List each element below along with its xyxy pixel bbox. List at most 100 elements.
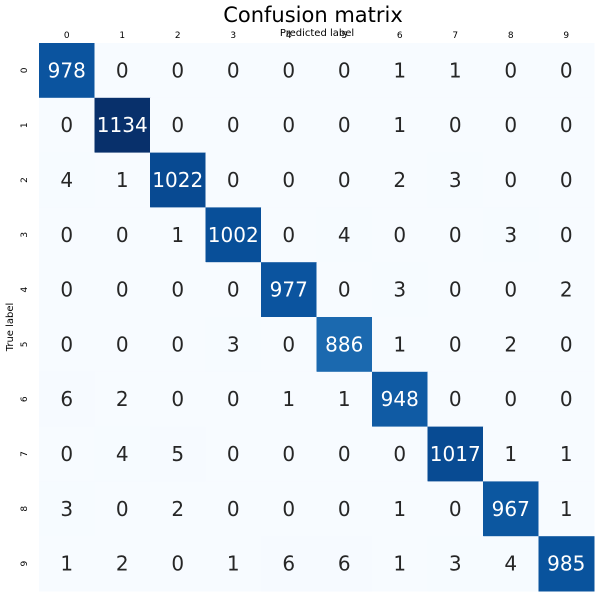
- cell-value-label: 1: [393, 332, 406, 356]
- cell-value-label: 0: [504, 387, 517, 411]
- cell-value-label: 948: [381, 387, 419, 411]
- heatmap-cell: [261, 317, 317, 373]
- heatmap-cell: [483, 97, 539, 154]
- heatmap-cell: [261, 481, 317, 537]
- y-tick-label: 9: [20, 560, 30, 566]
- cell-value-label: 1002: [208, 223, 259, 247]
- cell-value-label: 978: [48, 58, 86, 82]
- cell-value-label: 0: [449, 223, 462, 247]
- heatmap-cell: [150, 317, 206, 373]
- heatmap-cell: [372, 481, 428, 537]
- heatmap-cell: [150, 207, 206, 263]
- heatmap-cell: [205, 317, 262, 373]
- cell-value-label: 0: [338, 168, 351, 192]
- cell-value-label: 1: [60, 552, 73, 576]
- cell-value-label: 1: [560, 442, 573, 466]
- heatmap-cell: [94, 317, 151, 373]
- heatmap-cell: [483, 371, 539, 428]
- cell-value-label: 0: [449, 497, 462, 521]
- heatmap-cell: [427, 207, 484, 263]
- cell-value-label: 1: [171, 223, 184, 247]
- heatmap-cell: [538, 152, 595, 208]
- heatmap-cell: [205, 481, 262, 537]
- heatmap-cell-labels: 978 0 0 0 0 0 1 1 0 00 1134 0 0 0 0 1 0 0 04 1 1022 0 0 0 2 3 0 00 0…: [48, 58, 586, 575]
- heatmap-cell: [538, 536, 595, 592]
- heatmap-cell: [316, 262, 373, 318]
- x-tick-label: 5: [341, 31, 347, 41]
- heatmap-cell: [39, 97, 95, 154]
- cell-value-label: 2: [116, 552, 129, 576]
- cell-value-label: 0: [504, 58, 517, 82]
- heatmap-cell: [427, 536, 484, 592]
- heatmap-cell: [538, 426, 595, 482]
- cell-value-label: 2: [171, 497, 184, 521]
- y-axis-label: True label: [5, 303, 16, 353]
- cell-value-label: 2: [504, 332, 517, 356]
- heatmap-cell: [316, 152, 373, 208]
- heatmap-cell: [261, 536, 317, 592]
- heatmap-cell: [483, 317, 539, 373]
- heatmap-cell: [316, 426, 373, 482]
- cell-value-label: 3: [60, 497, 73, 521]
- heatmap-cell: [316, 207, 373, 263]
- y-tick-label: 8: [20, 506, 30, 512]
- cell-value-label: 0: [338, 278, 351, 302]
- cell-value-label: 1: [393, 552, 406, 576]
- cell-value-label: 0: [338, 58, 351, 82]
- cell-value-label: 3: [449, 168, 462, 192]
- x-tick-label: 1: [119, 31, 125, 41]
- cell-value-label: 0: [282, 332, 295, 356]
- heatmap-cell: [261, 426, 317, 482]
- heatmap-cell: [150, 97, 206, 154]
- cell-value-label: 0: [560, 58, 573, 82]
- cell-value-label: 1: [393, 58, 406, 82]
- heatmap-cell: [94, 97, 151, 154]
- heatmap-cell: [150, 481, 206, 537]
- cell-value-label: 0: [171, 58, 184, 82]
- heatmap-cell: [483, 426, 539, 482]
- cell-value-label: 0: [171, 278, 184, 302]
- cell-value-label: 0: [227, 278, 240, 302]
- heatmap-cell: [372, 207, 428, 263]
- heatmap-cell: [538, 97, 595, 154]
- heatmap-cell: [316, 371, 373, 428]
- cell-value-label: 1: [116, 168, 129, 192]
- cell-value-label: 0: [227, 497, 240, 521]
- heatmap-cell: [39, 43, 95, 99]
- y-tick-label: 4: [20, 286, 30, 292]
- cell-value-label: 0: [504, 168, 517, 192]
- heatmap-cell: [261, 97, 317, 154]
- cell-value-label: 6: [338, 552, 351, 576]
- chart-title: Confusion matrix: [223, 3, 403, 27]
- cell-value-label: 5: [171, 442, 184, 466]
- heatmap-cell: [205, 426, 262, 482]
- heatmap-cell: [261, 262, 317, 318]
- heatmap-cell: [150, 43, 206, 99]
- heatmap-cell: [94, 43, 151, 99]
- cell-value-label: 2: [116, 387, 129, 411]
- heatmap-cell: [150, 371, 206, 428]
- cell-value-label: 0: [449, 332, 462, 356]
- heatmap-cell: [39, 207, 95, 263]
- heatmap-cell: [94, 207, 151, 263]
- cell-value-label: 6: [60, 387, 73, 411]
- cell-value-label: 0: [116, 332, 129, 356]
- cell-value-label: 0: [60, 223, 73, 247]
- heatmap-cell: [538, 317, 595, 373]
- heatmap-cell: [427, 43, 484, 99]
- y-tick-label: 7: [20, 451, 30, 457]
- heatmap-cell: [205, 371, 262, 428]
- heatmap-cell: [538, 371, 595, 428]
- cell-value-label: 0: [227, 58, 240, 82]
- cell-value-label: 0: [393, 442, 406, 466]
- heatmap-cell: [427, 481, 484, 537]
- cell-value-label: 0: [227, 442, 240, 466]
- cell-value-label: 0: [560, 387, 573, 411]
- y-tick-label: 1: [20, 122, 30, 128]
- x-tick-label: 6: [397, 31, 403, 41]
- cell-value-label: 0: [116, 497, 129, 521]
- heatmap-cell: [205, 262, 262, 318]
- heatmap-cell: [372, 371, 428, 428]
- heatmap-cell: [261, 207, 317, 263]
